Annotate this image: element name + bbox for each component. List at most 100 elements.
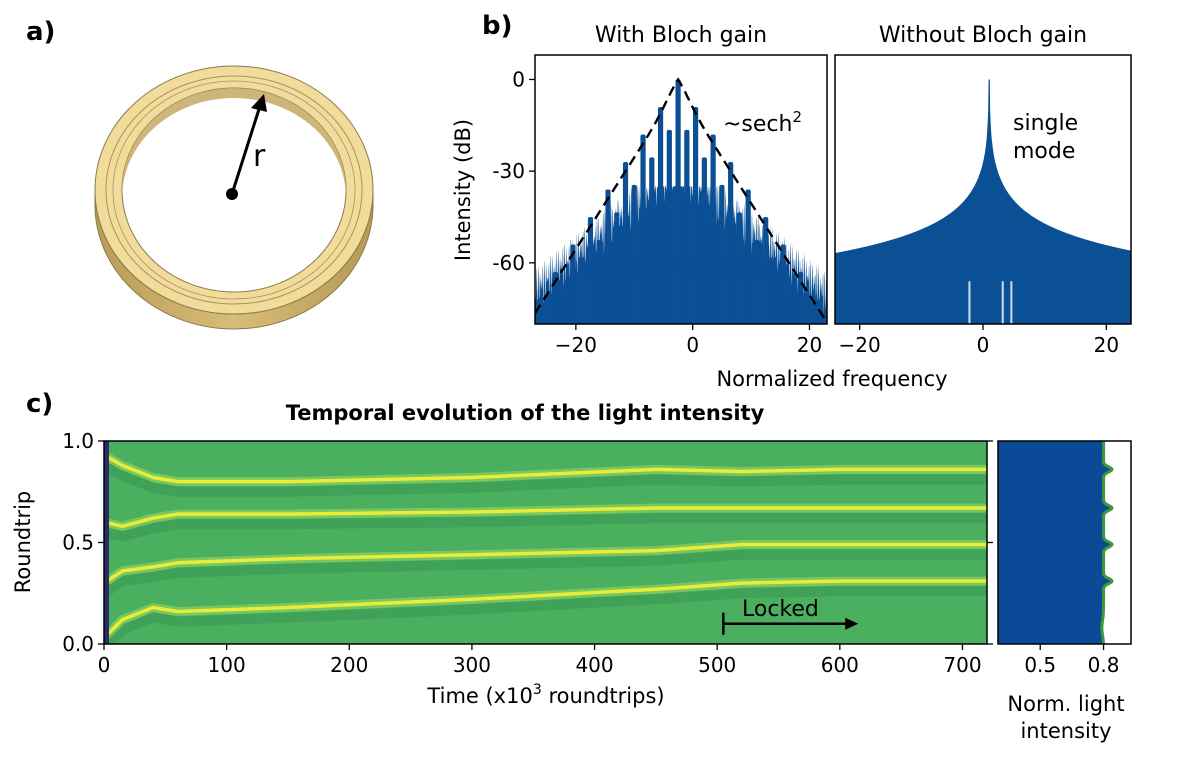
spectrum-gap <box>968 281 971 324</box>
sech-exponent: 2 <box>792 108 802 126</box>
sech-annotation: ~sech2 <box>723 108 802 137</box>
comb-line <box>701 157 707 324</box>
c-main-xtick-label: 100 <box>208 653 246 677</box>
comb-line <box>789 294 795 324</box>
comb-line <box>745 189 751 324</box>
c-main-ytick-label: 1.0 <box>62 429 94 453</box>
comb-line <box>780 244 786 324</box>
b-left-xtick-label: 0 <box>686 333 699 357</box>
b-right-title: Without Bloch gain <box>879 23 1087 48</box>
pulse-track <box>104 506 987 529</box>
b-left-frame <box>534 54 828 325</box>
comb-line <box>693 106 699 324</box>
locked-arrow-head <box>845 617 859 630</box>
temporal-heatmap: 0 100 200 300 400 500 600 700 0.0 0.5 1.0 Roundtri… <box>11 429 993 708</box>
c-title: Temporal evolution of the light intensit… <box>286 401 765 425</box>
c-main-ytick-label: 0.0 <box>62 632 94 656</box>
b-left-xtick-label: −20 <box>555 333 597 357</box>
c-main-xtick-label: 300 <box>453 653 491 677</box>
b-right-xtick-label: −20 <box>839 333 881 357</box>
intensity-edge <box>1100 441 1114 644</box>
comb-line <box>728 161 734 324</box>
c-side-xtick-label: 0.5 <box>1024 653 1056 677</box>
c-xlabel-sup: 3 <box>533 682 542 698</box>
comb-line <box>736 212 742 324</box>
radius-arrow-head <box>251 94 267 112</box>
profile-frame <box>997 440 1132 645</box>
comb-line <box>587 217 594 324</box>
locked-label: Locked <box>742 597 819 622</box>
intensity-fill <box>998 441 1112 644</box>
comb-line <box>684 129 690 324</box>
b-left-ytick-label: -30 <box>492 159 525 183</box>
comb-line <box>614 212 620 324</box>
radius-arrow-line <box>230 105 262 195</box>
b-right-xtick-label: 0 <box>977 333 990 357</box>
pulse-track <box>104 542 987 585</box>
heatmap-shadow-band <box>104 461 987 497</box>
b-left-plot-area <box>535 77 827 324</box>
comb-line <box>710 134 716 324</box>
c-main-ytick-label: 0.5 <box>62 531 94 555</box>
comb-line <box>675 79 681 324</box>
profile-plot-area <box>998 441 1114 644</box>
spectrum-with-bloch-gain: With Bloch gain −20 0 20 0 -30 -60 Intensity … <box>451 23 828 357</box>
b-left-ytick-label: 0 <box>512 67 525 91</box>
c-xlabel-suffix: roundtrips) <box>542 684 665 708</box>
heatmap-ticks: 0 100 200 300 400 500 600 700 0.0 0.5 1.0 <box>62 429 993 677</box>
sech-envelope <box>535 77 827 324</box>
b-left-ylabel: Intensity (dB) <box>451 119 475 261</box>
comb-line <box>666 129 672 324</box>
spectrum-gap <box>1001 281 1004 324</box>
b-right-ticks: −20 0 20 <box>839 324 1119 357</box>
b-left-ytick-label: -60 <box>492 251 525 275</box>
comb-line <box>631 184 637 324</box>
c-main-xtick-label: 400 <box>575 653 613 677</box>
comb-line <box>719 184 725 324</box>
panel-label-b: b) <box>482 11 513 41</box>
comb-line <box>763 217 769 324</box>
profile-xlabel-line2: intensity <box>1020 719 1111 743</box>
c-main-xtick-label: 500 <box>698 653 736 677</box>
single-mode-line2: mode <box>1013 139 1075 164</box>
panel-label-c: c) <box>26 389 53 419</box>
ring-groove-inner <box>112 80 356 300</box>
b-left-title: With Bloch gain <box>595 23 767 48</box>
comb-line <box>596 239 602 324</box>
ring-diagram: r <box>94 65 374 330</box>
pulse-track <box>104 453 987 484</box>
b-left-xtick-label: 20 <box>797 333 822 357</box>
c-ylabel: Roundtrip <box>11 491 35 593</box>
comb-line <box>649 157 655 324</box>
heatmap-shadow-band <box>104 586 987 644</box>
c-main-xtick-label: 600 <box>821 653 859 677</box>
c-main-xtick-label: 700 <box>943 653 981 677</box>
spectrum-gap <box>1010 281 1013 324</box>
b-left-ticks: −20 0 20 0 -30 -60 <box>492 67 822 357</box>
c-xlabel-prefix: Time (x10 <box>426 684 532 708</box>
comb-line <box>798 272 804 324</box>
heatmap-shadow-band <box>104 513 987 542</box>
comb-line <box>771 267 778 324</box>
profile-ticks: 0.5 0.8 <box>1024 644 1119 677</box>
comb-line <box>570 244 576 324</box>
c-xlabel: Time (x103 roundtrips) <box>426 682 664 708</box>
normalized-intensity-profile: 0.5 0.8 Norm. light intensity <box>997 440 1132 743</box>
pulse-track <box>104 579 987 640</box>
b-xlabel: Normalized frequency <box>716 367 947 391</box>
comb-line <box>815 299 821 324</box>
comb-line <box>640 134 646 324</box>
comb-line <box>754 239 760 324</box>
comb-line <box>561 294 567 324</box>
panel-label-a: a) <box>26 17 55 47</box>
sech-label: ~sech <box>723 112 792 137</box>
radius-label: r <box>253 139 266 174</box>
comb-line <box>605 189 611 324</box>
spectrum-without-bloch-gain: Without Bloch gain −20 0 20 single mode <box>834 23 1132 357</box>
b-right-plot-area <box>835 79 1131 324</box>
c-main-xtick-label: 200 <box>330 653 368 677</box>
spectrum-lower-hump <box>575 256 787 324</box>
heatmap-shadow-band <box>104 549 987 598</box>
comb-line <box>579 267 585 324</box>
